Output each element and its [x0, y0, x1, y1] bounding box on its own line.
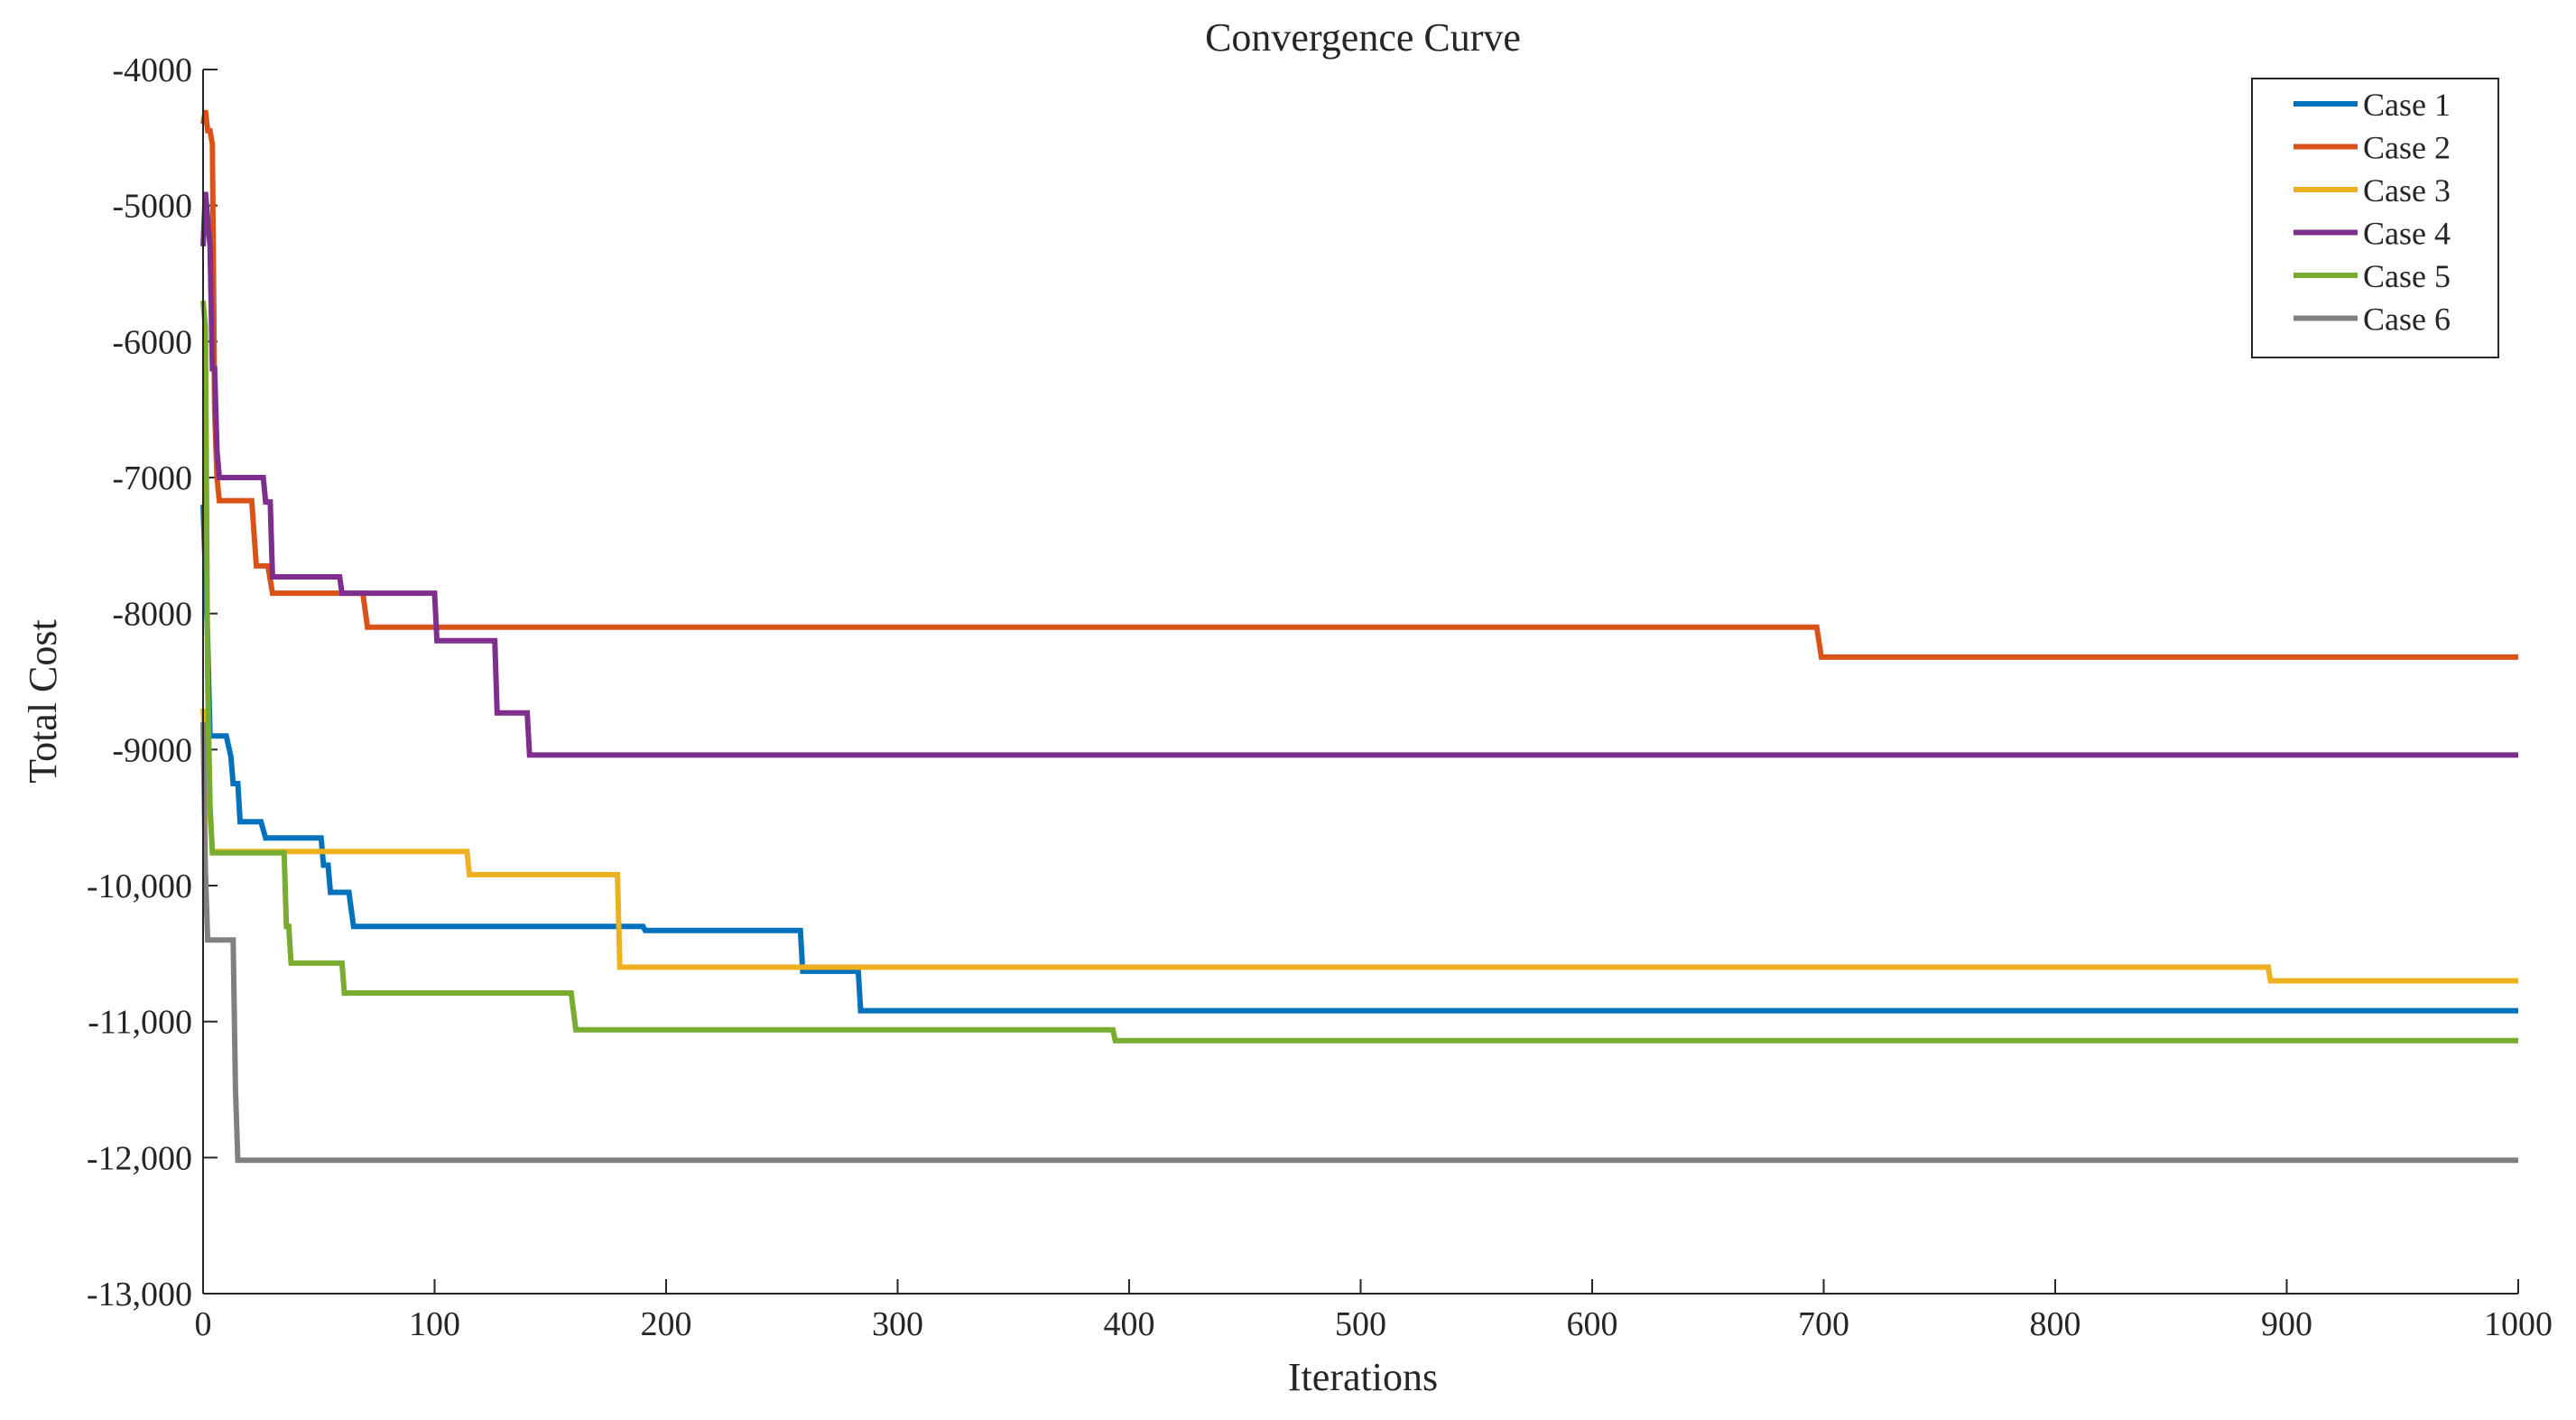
- x-axis-title: Iterations: [1288, 1355, 1438, 1399]
- legend-label-case-3: Case 3: [2363, 172, 2451, 209]
- series-line-case-4: [200, 191, 2518, 758]
- y-tick-label: -7000: [112, 459, 192, 497]
- legend-box: [2251, 78, 2499, 358]
- y-tick-label: -4000: [112, 51, 192, 89]
- x-tick-label: 400: [1104, 1305, 1155, 1343]
- y-tick-label: -12,000: [87, 1139, 192, 1177]
- y-tick-label: -8000: [112, 596, 192, 634]
- y-tick-label: -11,000: [88, 1004, 192, 1042]
- axes: [202, 70, 2518, 1295]
- x-tick-label: 600: [1567, 1305, 1618, 1343]
- series-line-case-5: [200, 300, 2518, 1044]
- series-lines: [200, 109, 2518, 1164]
- y-tick-label: -5000: [112, 188, 192, 226]
- chart-title: Convergence Curve: [1205, 15, 1521, 60]
- legend-label-case-1: Case 1: [2363, 87, 2451, 123]
- x-tick-label: 200: [641, 1305, 692, 1343]
- x-tick-label: 700: [1798, 1305, 1849, 1343]
- y-tick-label: -9000: [112, 731, 192, 769]
- x-tick-label: 1000: [2484, 1305, 2553, 1343]
- legend: Case 1 Case 2 Case 3 Case 4 Case 5 Case 6: [2251, 78, 2499, 358]
- series-line-case-1: [200, 504, 2518, 1014]
- ticks-layer: 0 100 200 300 400 500 600 700 800 900 1000 -4000 -50…: [87, 51, 2553, 1343]
- y-tick-label: -10,000: [87, 868, 192, 905]
- x-tick-label: 800: [2030, 1305, 2081, 1343]
- legend-label-case-6: Case 6: [2363, 302, 2451, 338]
- y-axis-title: Total Cost: [21, 619, 65, 783]
- x-tick-label: 900: [2261, 1305, 2312, 1343]
- legend-label-case-4: Case 4: [2363, 216, 2451, 252]
- x-tick-label: 500: [1335, 1305, 1386, 1343]
- legend-label-case-2: Case 2: [2363, 130, 2451, 166]
- legend-label-case-5: Case 5: [2363, 258, 2451, 294]
- y-tick-label: -6000: [112, 323, 192, 361]
- x-tick-label: 100: [409, 1305, 460, 1343]
- series-line-case-2: [200, 109, 2518, 660]
- x-tick-label: 0: [195, 1305, 212, 1343]
- x-tick-label: 300: [872, 1305, 923, 1343]
- y-tick-label: -13,000: [87, 1276, 192, 1313]
- series-line-case-6: [200, 722, 2518, 1164]
